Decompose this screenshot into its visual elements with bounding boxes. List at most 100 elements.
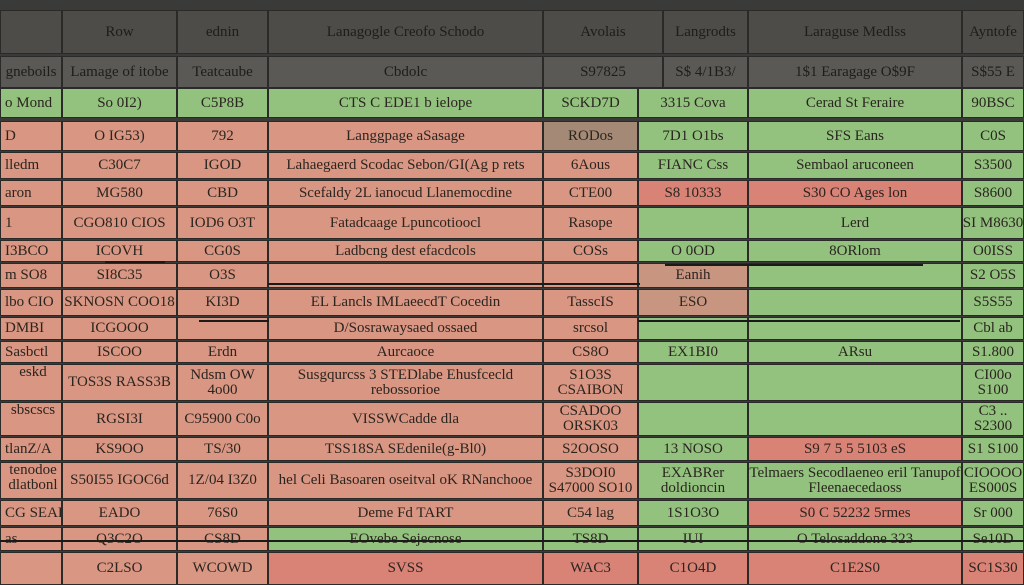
table-cell [748, 317, 962, 340]
table-cell: C95900 C0o [177, 402, 268, 436]
table-cell [638, 402, 748, 436]
table-cell: aron [0, 180, 62, 206]
table-cell: SVSS [268, 552, 543, 585]
subheader-cell: S$55 E [962, 56, 1024, 88]
table-cell: IUI [638, 527, 748, 551]
column-header: Lanagogle Creofo Schodo [268, 10, 543, 54]
table-cell: 792 [177, 121, 268, 151]
table-cell: Susgqurcss 3 STEDlabe Ehusfcecld rebosso… [268, 364, 543, 401]
column-header: Laraguse Medlss [748, 10, 962, 54]
table-cell: 90BSC [962, 88, 1024, 118]
table-cell: CBD [177, 180, 268, 206]
table-cell: lbo CIO [0, 289, 62, 316]
table-cell: CIOOOO ES000S [962, 462, 1024, 499]
table-cell: lledm [0, 152, 62, 179]
table-cell: O IG53) [62, 121, 177, 151]
divider [665, 264, 923, 266]
table-cell: ESO [638, 289, 748, 316]
table-cell: SKNOSN COO18 [62, 289, 177, 316]
table-cell: Lerd [748, 207, 962, 239]
column-header: Ayntofe [962, 10, 1024, 54]
subheader-cell: 1$1 Earagage O$9F [748, 56, 962, 88]
table-cell: 1 [0, 207, 62, 239]
table-cell: Telmaers Secodlaeneo eril Tanupof Fleena… [748, 462, 962, 499]
table-cell: tlanZ/A [0, 437, 62, 461]
table-cell: TS8D [543, 527, 638, 551]
table-cell: SC1S30 [962, 552, 1024, 585]
table-cell: FIANC Css [638, 152, 748, 179]
table-cell: IOD6 O3T [177, 207, 268, 239]
table-cell: Deme Fd TART [268, 500, 543, 526]
table-cell: Ndsm OW 4o00 [177, 364, 268, 401]
table-cell: Cerad St Feraire [748, 88, 962, 118]
table-cell: CS8D [177, 527, 268, 551]
table-cell: DMBI [0, 317, 62, 340]
table-cell: O3S [177, 263, 268, 288]
table-cell: TasscIS [543, 289, 638, 316]
table-cell: Q3C2O [62, 527, 177, 551]
table-cell: 76S0 [177, 500, 268, 526]
table-cell: ISCOO [62, 341, 177, 363]
table-cell: Erdn [177, 341, 268, 363]
table-cell: 1S1O3O [638, 500, 748, 526]
table-cell: CGO810 CIOS [62, 207, 177, 239]
table-cell: O Telosaddone 323 [748, 527, 962, 551]
divider [638, 320, 960, 322]
table-cell: O0ISS [962, 240, 1024, 262]
table-cell: WAC3 [543, 552, 638, 585]
table-cell: CSADOO ORSK03 [543, 402, 638, 436]
table-cell: IGOD [177, 152, 268, 179]
table-cell: S1O3S CSAIBON [543, 364, 638, 401]
table-cell: C2LSO [62, 552, 177, 585]
subheader-cell: gneboils [0, 56, 62, 88]
column-header: ednin [177, 10, 268, 54]
column-header: Langrodts [663, 10, 748, 54]
column-header: Row [62, 10, 177, 54]
table-cell: TSS18SA SEdenile(g-Bl0) [268, 437, 543, 461]
subheader-cell: Teatcaube [177, 56, 268, 88]
table-cell: S50I55 IGOC6d [62, 462, 177, 499]
table-cell: S5S55 [962, 289, 1024, 316]
table-cell: C5P8B [177, 88, 268, 118]
table-cell: Sembaol aruconeen [748, 152, 962, 179]
table-cell: S9 7 5 5 5103 eS [748, 437, 962, 461]
table-cell: Cbl ab [962, 317, 1024, 340]
table-cell: O 0OD [638, 240, 748, 262]
table-cell: RODos [543, 121, 638, 151]
table-cell: Ladbcng dest efacdcols [268, 240, 543, 262]
divider [199, 320, 269, 322]
table-cell: MG580 [62, 180, 177, 206]
header-corner [0, 10, 62, 54]
table-cell: Sasbctl [0, 341, 62, 363]
table-cell [177, 317, 268, 340]
table-cell: ARsu [748, 341, 962, 363]
table-cell: D [0, 121, 62, 151]
table-cell: WCOWD [177, 552, 268, 585]
table-cell: RGSI3I [62, 402, 177, 436]
table-cell: C1O4D [638, 552, 748, 585]
table-cell: 1Z/04 I3Z0 [177, 462, 268, 499]
table-cell: S8 10333 [638, 180, 748, 206]
table-cell: EXABRer doldioncin [638, 462, 748, 499]
divider [0, 540, 1024, 542]
table-cell: S1 S100 [962, 437, 1024, 461]
table-cell: SCKD7D [543, 88, 638, 118]
table-cell [748, 263, 962, 288]
table-cell: 13 NOSO [638, 437, 748, 461]
table-cell: Langgpage aSasage [268, 121, 543, 151]
table-cell: Eanih [638, 263, 748, 288]
table-cell: TS/30 [177, 437, 268, 461]
column-header: Avolais [543, 10, 663, 54]
subheader-cell: S$ 4/1B3/ [663, 56, 748, 88]
table-cell: CTS C EDE1 b ielope [268, 88, 543, 118]
table-cell: EX1BI0 [638, 341, 748, 363]
table-cell: 6Aous [543, 152, 638, 179]
table-cell: sbscscs [0, 402, 62, 436]
table-cell: TOS3S RASS3B [62, 364, 177, 401]
table-cell: C3 .. S2300 [962, 402, 1024, 436]
table-cell: CTE00 [543, 180, 638, 206]
table-cell: KI3D [177, 289, 268, 316]
table-cell: ICOVH [62, 240, 177, 262]
table-cell [638, 207, 748, 239]
table-cell: CG SEAD [0, 500, 62, 526]
